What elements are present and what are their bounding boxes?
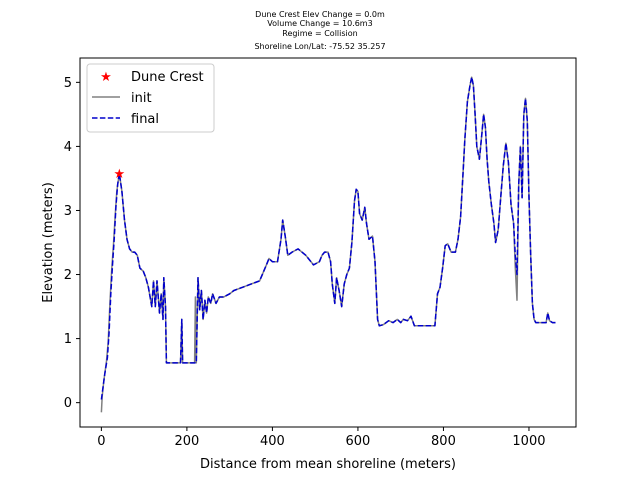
x-axis-label: Distance from mean shoreline (meters) [200, 457, 456, 472]
plot-series-layer: ★ [100, 76, 556, 413]
y-tick-label: 2 [64, 268, 72, 283]
series-line-final [100, 76, 556, 400]
y-tick-label: 1 [64, 332, 72, 347]
y-tick-label: 5 [64, 76, 72, 91]
legend-box [86, 63, 215, 133]
y-tick-label: 3 [64, 204, 72, 219]
x-tick-label: 400 [260, 434, 285, 449]
x-tick-label: 800 [431, 434, 456, 449]
title-line-3: Regime = Collision [282, 29, 357, 38]
legend-star-icon: ★ [100, 70, 112, 85]
x-tick-label: 200 [174, 434, 199, 449]
plot-frame [79, 57, 577, 428]
title-line-1: Dune Crest Elev Change = 0.0m [255, 10, 385, 19]
dune-crest-marker: ★ [114, 167, 126, 182]
legend: ★ Dune Crest init final [86, 63, 215, 133]
axis-ticks-layer: 0 200 400 600 800 1000 0 1 2 3 4 5 [64, 76, 546, 449]
y-tick-label: 4 [64, 140, 72, 155]
chart-title: Dune Crest Elev Change = 0.0m Volume Cha… [254, 10, 385, 51]
x-tick-label: 1000 [512, 434, 545, 449]
y-tick-label: 0 [64, 396, 72, 411]
y-axis-label: Elevation (meters) [41, 182, 56, 303]
x-tick-label: 600 [346, 434, 371, 449]
title-line-2: Volume Change = 10.6m3 [267, 19, 372, 28]
legend-label-init: init [131, 91, 152, 106]
legend-label-final: final [131, 112, 159, 127]
legend-label-dune-crest: Dune Crest [131, 70, 204, 85]
title-line-4: Shoreline Lon/Lat: -75.52 35.257 [254, 42, 385, 51]
x-tick-label: 0 [97, 434, 105, 449]
